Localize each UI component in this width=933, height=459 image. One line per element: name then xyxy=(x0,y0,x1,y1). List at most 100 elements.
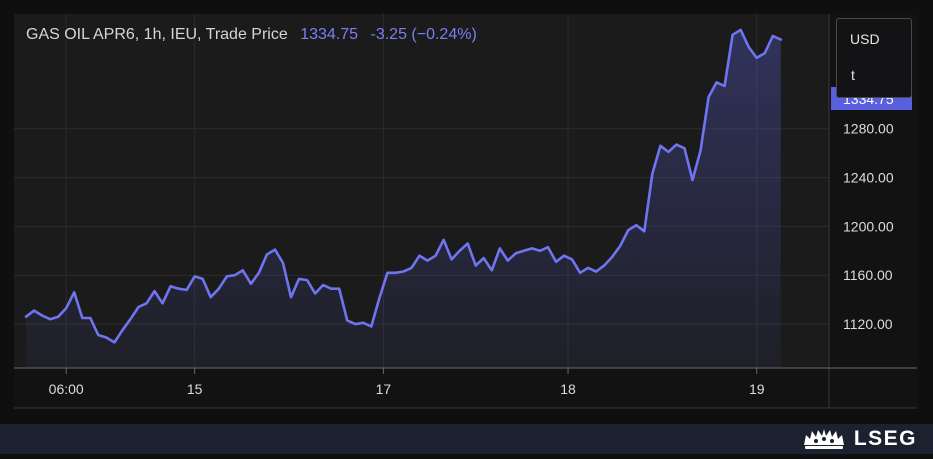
data-point xyxy=(675,143,678,146)
data-point xyxy=(587,267,589,269)
data-point xyxy=(659,144,662,147)
time-axis-background xyxy=(14,368,917,408)
data-point xyxy=(129,318,132,321)
data-point xyxy=(41,314,43,317)
data-point xyxy=(266,253,268,256)
data-point xyxy=(498,247,501,250)
data-point xyxy=(514,252,517,255)
data-point xyxy=(65,307,68,310)
data-point xyxy=(73,291,76,294)
y-tick-label: 1240.00 xyxy=(843,170,894,186)
data-point xyxy=(33,309,35,312)
data-point xyxy=(97,334,100,336)
data-point xyxy=(442,238,445,241)
y-tick-label: 1200.00 xyxy=(843,218,894,234)
data-point xyxy=(338,287,341,290)
last-price: 1334.75 xyxy=(300,26,359,43)
y-tick-label: 1120.00 xyxy=(843,316,893,332)
data-point xyxy=(627,229,630,232)
data-point xyxy=(57,315,60,318)
data-point xyxy=(209,296,212,299)
data-point xyxy=(523,249,525,252)
data-point xyxy=(747,46,750,48)
data-point xyxy=(49,318,51,321)
logo-text: LSEG xyxy=(853,427,917,450)
data-point xyxy=(651,173,654,175)
data-point xyxy=(611,256,614,258)
data-point xyxy=(715,81,718,84)
data-point xyxy=(683,147,686,150)
data-point xyxy=(161,302,164,305)
data-point xyxy=(410,267,413,269)
data-point xyxy=(258,271,260,274)
data-point xyxy=(201,278,204,280)
lseg-logo: LSEG xyxy=(802,427,917,451)
instrument-label: GAS OIL APR6, 1h, IEU, Trade Price xyxy=(26,26,288,43)
data-point xyxy=(531,247,533,250)
data-point xyxy=(386,271,389,274)
data-point xyxy=(25,315,27,318)
data-point xyxy=(434,254,437,257)
data-point xyxy=(217,287,220,290)
y-tick-label: 1280.00 xyxy=(843,121,894,137)
data-point xyxy=(113,341,116,344)
data-point xyxy=(426,259,429,262)
data-point xyxy=(450,258,453,261)
data-point xyxy=(290,296,292,299)
data-point xyxy=(274,248,276,251)
data-point xyxy=(474,264,477,267)
data-point xyxy=(330,287,333,290)
data-point xyxy=(571,258,573,261)
data-point xyxy=(298,278,300,280)
data-point xyxy=(346,319,349,322)
data-point xyxy=(282,262,284,264)
x-tick-label: 15 xyxy=(187,381,203,397)
data-point xyxy=(643,230,646,233)
data-point xyxy=(603,264,606,267)
data-point xyxy=(731,33,734,36)
data-point xyxy=(145,302,148,305)
data-point xyxy=(763,52,766,54)
data-point xyxy=(482,257,485,259)
data-point xyxy=(723,85,726,87)
unit-selector[interactable]: USD t xyxy=(836,18,912,98)
data-point xyxy=(193,275,196,278)
data-point xyxy=(619,245,622,247)
x-tick-label: 17 xyxy=(376,381,392,397)
data-point xyxy=(595,270,597,273)
data-point xyxy=(667,151,670,153)
price-area-fill xyxy=(26,29,781,369)
unit-label: t xyxy=(851,67,855,83)
data-point xyxy=(555,260,557,263)
x-tick-label: 18 xyxy=(560,381,576,397)
data-point xyxy=(635,224,638,227)
data-point xyxy=(691,179,694,181)
data-point xyxy=(458,249,461,252)
data-point xyxy=(306,279,308,281)
data-point xyxy=(322,284,324,286)
data-point xyxy=(177,287,180,290)
data-point xyxy=(153,290,156,292)
lion-crest-icon xyxy=(803,429,844,449)
data-point xyxy=(81,317,84,319)
data-point xyxy=(89,317,92,319)
x-tick-label: 19 xyxy=(749,381,765,397)
y-axis-ticks: 1120.00 1160.00 1200.00 1240.00 1280.00 xyxy=(843,121,894,332)
data-point xyxy=(418,254,421,257)
data-point xyxy=(241,269,244,272)
currency-label: USD xyxy=(850,31,880,47)
y-tick-label: 1160.00 xyxy=(843,267,893,283)
data-point xyxy=(579,271,581,274)
data-point xyxy=(362,321,365,324)
data-point xyxy=(354,323,357,325)
price-change: -3.25 (−0.24%) xyxy=(370,26,477,43)
data-point xyxy=(707,96,710,98)
data-point xyxy=(402,270,405,273)
x-axis-ticks: 06:00 15 17 18 19 xyxy=(49,368,765,397)
data-point xyxy=(779,38,782,41)
data-point xyxy=(105,336,108,339)
x-tick-label: 06:00 xyxy=(49,381,84,397)
data-point xyxy=(506,259,509,262)
